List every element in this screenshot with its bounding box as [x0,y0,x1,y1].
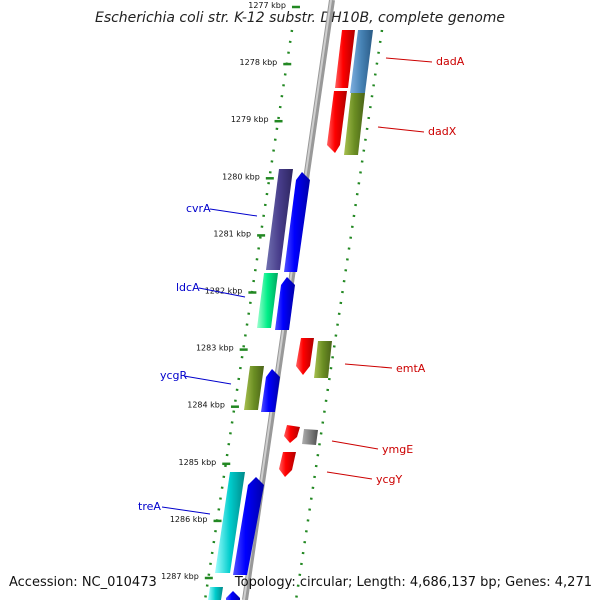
gene-cvrA-cds[interactable] [284,172,310,272]
gene-emtA[interactable] [296,338,332,378]
gene-label-cvrA[interactable]: cvrA [186,202,211,215]
gene-label-dadX[interactable]: dadX [428,125,457,138]
gene-emtA-feature[interactable] [314,341,332,378]
gene-ymgE-feature[interactable] [302,429,318,445]
gene-dadA-feature[interactable] [350,30,373,93]
ruler-ticks: 1277 kbp 1278 kbp 1279 kbp 1280 kbp 1281 kbp… [161,1,300,581]
gene-label-ldcA[interactable]: ldcA [176,281,200,294]
topology-text: Topology: circular; Length: 4,686,137 bp… [234,575,592,590]
gene-dadX-cds[interactable] [327,91,347,153]
gene-label-dadA[interactable]: dadA [436,55,465,68]
gene-ymgE-cds[interactable] [284,425,300,443]
gene-dadX-feature[interactable] [344,93,365,155]
gene-ycgR[interactable] [244,366,280,412]
dadA-leader [385,57,433,63]
gene-cvrA-feature[interactable] [266,169,293,270]
ruler-tick-label: 1280 kbp [222,172,260,181]
ldcA-leader [198,287,246,298]
ruler-tick-label: 1277 kbp [248,1,286,10]
map-title: Escherichia coli str. K-12 substr. DH10B… [94,10,506,26]
gene-ycgY[interactable] [279,452,296,477]
gene-dadX[interactable] [327,91,365,155]
ruler-tick-label: 1281 kbp [213,229,251,238]
gene-dadA-cds[interactable] [335,30,355,88]
gene-label-ycgR[interactable]: ycgR [160,369,188,382]
ruler-tick-label: 1287 kbp [161,572,199,581]
gene-label-ycgY[interactable]: ycgY [376,473,403,486]
gene-label-treA[interactable]: treA [138,500,161,513]
ruler-tick-label: 1284 kbp [187,401,225,410]
gene-label-ymgE[interactable]: ymgE [382,443,413,456]
gene-ycgY-cds[interactable] [279,452,296,477]
treA-leader [161,506,211,515]
gene-emtA-cds[interactable] [296,338,314,375]
gene-ldcA[interactable] [257,273,295,330]
ruler-tick-label: 1278 kbp [240,58,278,67]
gene-treA-cds[interactable] [233,477,264,575]
next-cds[interactable] [226,591,240,600]
ycgY-leader [326,471,373,480]
ycgR-leader [183,375,232,385]
gene-next-partial[interactable] [208,587,240,600]
ruler-tick-label: 1283 kbp [196,344,234,353]
accession-text: Accession: NC_010473 [9,575,157,590]
ruler-tick-label: 1285 kbp [179,458,217,467]
ruler-tick-label: 1279 kbp [231,115,269,124]
ymgE-leader [331,440,379,450]
gene-treA-feature[interactable] [215,472,245,573]
gene-ymgE[interactable] [284,425,318,445]
gene-ldcA-feature[interactable] [257,273,278,328]
cvrA-leader [209,208,258,217]
gene-treA[interactable] [215,472,264,575]
gene-label-emtA[interactable]: emtA [396,362,426,375]
gene-cvrA[interactable] [266,169,310,272]
next-feature[interactable] [208,587,223,600]
ruler-tick-label: 1282 kbp [205,287,243,296]
dadX-leader [377,126,425,133]
ruler-tick-label: 1286 kbp [170,515,208,524]
gene-ycgR-cds[interactable] [261,369,280,412]
gene-ycgR-feature[interactable] [244,366,264,410]
gene-dadA[interactable] [335,30,373,93]
emtA-leader [344,363,393,369]
gene-ldcA-cds[interactable] [275,277,295,330]
